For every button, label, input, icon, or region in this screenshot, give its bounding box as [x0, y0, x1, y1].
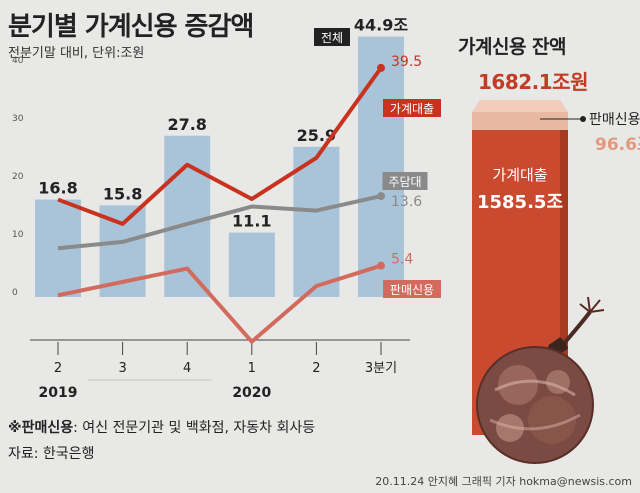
series-name-box — [383, 280, 441, 298]
balance-total: 1682.1조원 — [478, 70, 588, 94]
page-title: 분기별 가계신용 증감액 — [8, 12, 254, 42]
series-end-value: 39.5 — [391, 54, 422, 70]
series-line — [57, 66, 383, 226]
source-note: 자료: 한국은행 — [8, 446, 95, 462]
year-label: 2020 — [232, 385, 271, 401]
bar-value-label: 27.8 — [167, 115, 206, 134]
series-end-point — [377, 261, 385, 270]
loan-label: 가계대출 — [492, 166, 547, 184]
series-name-label: 판매신용 — [390, 283, 434, 297]
footnote-text: : 여신 전문기관 및 백화점, 자동차 회사등 — [73, 420, 316, 436]
series-end-value: 13.6 — [391, 194, 422, 210]
sales-credit-label: 판매신용 — [589, 112, 640, 128]
x-tick-label: 3분기 — [365, 361, 397, 376]
series-line — [57, 194, 382, 251]
x-tick-label: 2 — [54, 361, 62, 376]
bar — [358, 36, 404, 297]
y-tick-label: 40 — [12, 56, 24, 66]
series-name-box — [382, 172, 428, 190]
x-tick-label: 3 — [118, 361, 126, 376]
bar-value-label: 16.8 — [38, 179, 77, 198]
series-end-point — [377, 192, 385, 201]
y-tick-label: 20 — [12, 172, 24, 182]
x-tick-label: 4 — [183, 361, 191, 376]
bar — [293, 146, 340, 297]
series-end-point — [377, 63, 385, 72]
sales-credit-block-top — [472, 100, 568, 112]
series-name-label: 가계대출 — [390, 102, 434, 116]
x-tick-label: 2 — [312, 361, 320, 376]
series-name-box — [383, 99, 441, 117]
bar-value-label: 11.1 — [232, 212, 271, 231]
total-legend-label: 전체 — [321, 31, 343, 45]
credit-line: 20.11.24 안지혜 그래픽 기자 hokma@newsis.com — [375, 475, 632, 488]
balance-graphic: 가계대출 1585.5조 판매신용 96.6조 — [472, 100, 640, 464]
y-tick-label: 30 — [12, 114, 24, 124]
chart-subtitle: 전분기말 대비, 단위:조원 — [8, 46, 145, 61]
sales-credit-block — [472, 112, 568, 130]
bar — [228, 232, 275, 297]
y-tick-label: 10 — [12, 230, 24, 240]
y-tick-label: 0 — [12, 288, 18, 298]
bar-line-chart: 0 10 20 30 40 2 3 4 1 2 3분기 2019 2020 16.8 15.8 27.8 11.… — [12, 16, 441, 401]
year-label: 2019 — [39, 385, 78, 401]
bar-value-label: 15.8 — [103, 184, 142, 203]
sales-credit-value: 96.6조 — [595, 135, 640, 155]
x-tick-label: 1 — [248, 361, 256, 376]
bomb-illustration — [476, 296, 605, 464]
balance-title: 가계신용 잔액 — [458, 36, 567, 58]
series-line — [57, 263, 382, 344]
loan-value: 1585.5조 — [477, 192, 563, 213]
footnote: ※판매신용: 여신 전문기관 및 백화점, 자동차 회사등 — [8, 417, 315, 437]
series-end-value: 5.4 — [391, 252, 413, 268]
footnote-term: ※판매신용 — [8, 420, 74, 436]
bar-value-label: 25.9 — [297, 126, 336, 145]
bar-value-label: 44.9조 — [354, 16, 408, 35]
series-name-label: 주담대 — [388, 175, 421, 189]
total-legend-box — [314, 28, 350, 46]
